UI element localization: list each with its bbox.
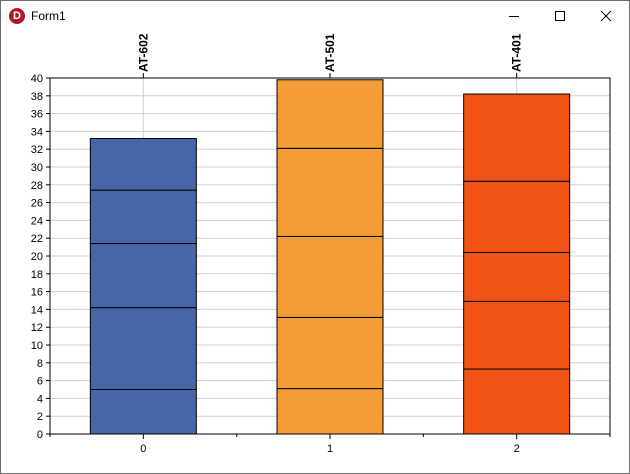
- bar-segment: [89, 307, 197, 390]
- y-tick-label: 10: [31, 340, 43, 352]
- app-icon: D: [9, 8, 25, 24]
- bar-segment: [463, 93, 571, 182]
- top-axis-label: AT-602: [136, 33, 150, 72]
- y-tick-label: 12: [31, 322, 43, 334]
- y-tick-label: 36: [31, 109, 43, 121]
- top-axis-label: AT-501: [323, 33, 337, 72]
- y-tick-label: 38: [31, 91, 43, 103]
- y-tick-label: 4: [37, 393, 43, 405]
- maximize-button[interactable]: [537, 1, 583, 31]
- close-button[interactable]: [583, 1, 629, 31]
- bar-segment: [276, 235, 384, 318]
- top-axis-label: AT-401: [510, 33, 524, 72]
- y-tick-label: 40: [31, 73, 43, 85]
- y-tick-label: 18: [31, 269, 43, 281]
- y-tick-label: 8: [37, 358, 43, 370]
- y-tick-label: 32: [31, 144, 43, 156]
- bar-segment: [89, 389, 197, 435]
- minimize-icon: [509, 16, 519, 17]
- plot-border: [49, 77, 611, 435]
- chart-area: 0 2 4 6 8 10 12 14 16 18 20 22 24 26 28 30 32 34 36 38 40 0 1 2…: [1, 31, 629, 473]
- maximize-icon: [555, 11, 565, 21]
- minimize-button[interactable]: [491, 1, 537, 31]
- y-tick-label: 0: [37, 429, 43, 441]
- bar-segment: [276, 388, 384, 435]
- bar-segment: [89, 189, 197, 245]
- y-tick-label: 24: [31, 215, 43, 227]
- y-tick-label: 6: [37, 376, 43, 388]
- y-tick-label: 22: [31, 233, 43, 245]
- y-tick-label: 34: [31, 126, 43, 138]
- bar-segment: [89, 138, 197, 191]
- y-tick-label: 14: [31, 304, 43, 316]
- y-tick-label: 16: [31, 287, 43, 299]
- y-tick-label: 20: [31, 251, 43, 263]
- y-tick-label: 28: [31, 180, 43, 192]
- y-tick-label: 2: [37, 411, 43, 423]
- window-title: Form1: [31, 9, 66, 23]
- bar-segment: [276, 79, 384, 149]
- title-bar[interactable]: D Form1: [1, 1, 629, 31]
- y-tick-label: 30: [31, 162, 43, 174]
- bar-segment: [276, 316, 384, 390]
- bar-segment: [276, 147, 384, 237]
- x-tick-label: 2: [514, 443, 520, 455]
- bar-segment: [463, 251, 571, 302]
- x-tick-label: 0: [140, 443, 146, 455]
- y-tick-label: 26: [31, 198, 43, 210]
- bar-segment: [463, 368, 571, 435]
- bar-segment: [463, 300, 571, 370]
- close-icon: [600, 10, 612, 22]
- bar-segment: [463, 180, 571, 253]
- x-tick-label: 1: [327, 443, 333, 455]
- bar-segment: [89, 243, 197, 309]
